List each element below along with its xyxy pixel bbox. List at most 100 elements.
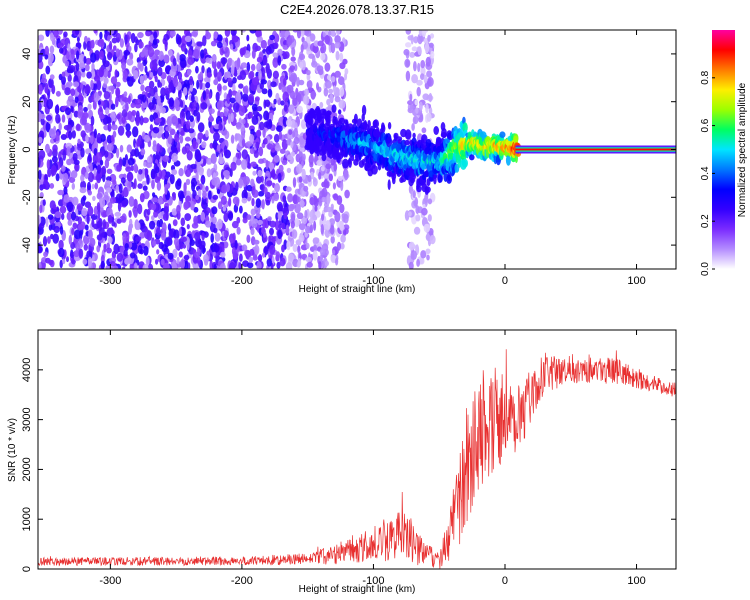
- spectrogram-noise-cell: [305, 30, 312, 37]
- y-tick-label: 20: [21, 96, 33, 108]
- spectrogram-noise-cell: [142, 185, 148, 191]
- spectrogram-noise-cell: [133, 210, 138, 218]
- spectrogram-noise-cell: [84, 171, 89, 179]
- spectrogram-noise-cell: [274, 144, 281, 152]
- spectrogram-noise-cell: [83, 106, 88, 113]
- spectrogram-noise-cell: [154, 117, 162, 124]
- spectrogram-noise-cell: [227, 211, 234, 221]
- spectrogram-noise-cell: [75, 62, 80, 71]
- spectrogram-noise-cell: [270, 81, 277, 88]
- spectrogram-noise-cell: [84, 122, 91, 133]
- spectrogram-noise-cell: [250, 227, 255, 236]
- spectrogram-noise-cell: [185, 178, 191, 186]
- spectrogram-noise-cell: [311, 60, 318, 68]
- spectrogram-noise-cell: [244, 122, 249, 128]
- spectrogram-noise-cell: [164, 42, 168, 52]
- spectrogram-noise-cell: [109, 227, 114, 236]
- spectrogram-noise-cell: [145, 31, 151, 37]
- spectrogram-noise-cell: [279, 257, 286, 267]
- spectrogram-noise-cell: [97, 100, 102, 106]
- spectrogram-tone-cell: [375, 126, 380, 135]
- spectrogram-noise-cell: [260, 175, 264, 183]
- spectrogram-noise-cell: [99, 133, 106, 142]
- spectrogram-noise-cell: [139, 193, 145, 203]
- spectrogram-noise-cell: [241, 130, 246, 140]
- spectrogram-noise-cell: [241, 138, 246, 147]
- spectrogram-noise-cell: [66, 201, 74, 213]
- spectrogram-noise-cell: [213, 264, 217, 269]
- spectrogram-noise-cell: [217, 218, 223, 230]
- spectrogram-noise-cell: [221, 184, 228, 194]
- spectrogram-noise-cell: [123, 97, 129, 103]
- spectrogram-noise-cell: [218, 123, 223, 131]
- spectrogram-noise-cell: [63, 194, 70, 203]
- spectrogram-noise-cell: [291, 229, 298, 239]
- spectrogram-noise-cell: [212, 54, 216, 63]
- snr-y-axis-label: SNR (10 * v/v): [7, 418, 18, 482]
- spectrogram-noise-cell: [71, 227, 75, 235]
- spectrogram-noise-cell: [71, 170, 78, 179]
- spectrogram-noise-cell: [292, 30, 299, 33]
- spectrogram-noise-cell: [269, 34, 275, 41]
- spectrogram-noise-cell: [142, 117, 149, 124]
- spectrogram-noise-cell: [229, 237, 234, 244]
- spectrogram-noise-cell: [289, 65, 295, 71]
- spectrogram-noise-cell: [223, 230, 229, 238]
- spectrogram-noise-cell: [313, 244, 318, 252]
- spectrogram-noise-cell: [229, 97, 236, 104]
- spectrogram-noise-cell: [133, 262, 138, 269]
- spectrogram-noise-cell: [320, 223, 324, 235]
- spectrogram-noise-cell: [413, 36, 419, 44]
- spectrogram-noise-cell: [162, 155, 170, 163]
- spectrogram-noise-cell: [213, 227, 218, 234]
- spectrogram-noise-cell: [96, 245, 101, 253]
- spectrogram-noise-cell: [339, 52, 344, 62]
- spectrogram-noise-cell: [407, 100, 414, 106]
- spectrogram-noise-cell: [58, 122, 62, 131]
- spectrogram-y-axis-label: Frequency (Hz): [7, 116, 18, 185]
- spectrogram-noise-cell: [151, 179, 155, 190]
- spectrogram-noise-cell: [66, 68, 74, 74]
- spectrogram-tone-cell: [412, 132, 416, 139]
- spectrogram-noise-cell: [152, 126, 160, 134]
- spectrogram-x-axis-label: Height of straight line (km): [299, 284, 416, 295]
- spectrogram-noise-cell: [130, 252, 136, 259]
- spectrogram-noise-cell: [298, 199, 305, 208]
- spectrogram-noise-cell: [275, 251, 281, 260]
- spectrogram-noise-cell: [195, 65, 199, 74]
- spectrogram-noise-cell: [167, 134, 173, 145]
- spectrogram-noise-cell: [178, 123, 182, 133]
- spectrogram-noise-cell: [427, 34, 431, 43]
- spectrogram-noise-cell: [202, 247, 206, 253]
- spectrogram-noise-cell: [290, 141, 294, 149]
- x-tick-label: -200: [231, 575, 253, 587]
- spectrogram-noise-cell: [188, 49, 193, 60]
- spectrogram-noise-cell: [334, 42, 341, 49]
- spectrogram-noise-cell: [216, 188, 221, 195]
- spectrogram-tone-cell: [425, 186, 431, 194]
- spectrogram-noise-cell: [183, 186, 187, 196]
- spectrogram-noise-cell: [277, 55, 282, 66]
- spectrogram-noise-cell: [302, 153, 306, 161]
- spectrogram-noise-cell: [208, 92, 212, 100]
- spectrogram-noise-cell: [235, 122, 242, 130]
- spectrogram-noise-cell: [266, 258, 272, 267]
- spectrogram-noise-cell: [166, 236, 171, 247]
- spectrogram-noise-cell: [344, 68, 349, 75]
- spectrogram-noise-cell: [107, 236, 113, 244]
- spectrogram-y-ticks: -40 -20 0 20 40: [21, 48, 676, 253]
- spectrogram-noise-cell: [222, 170, 230, 177]
- spectrogram-noise-cell: [51, 156, 58, 163]
- spectrogram-noise-cell: [337, 175, 343, 182]
- spectrogram-noise-cell: [106, 168, 113, 174]
- spectrogram-noise-cell: [74, 30, 80, 35]
- spectrogram-noise-cell: [405, 30, 412, 35]
- spectrogram-tone-cell: [433, 173, 437, 185]
- spectrogram-noise-cell: [412, 190, 416, 199]
- spectrogram-noise-cell: [115, 193, 123, 204]
- spectrogram-noise-cell: [109, 261, 116, 267]
- spectrogram-noise-cell: [38, 261, 42, 269]
- spectrogram-noise-cell: [213, 79, 219, 86]
- spectrogram-tone-cell: [513, 135, 518, 143]
- spectrogram-noise-cell: [219, 111, 225, 118]
